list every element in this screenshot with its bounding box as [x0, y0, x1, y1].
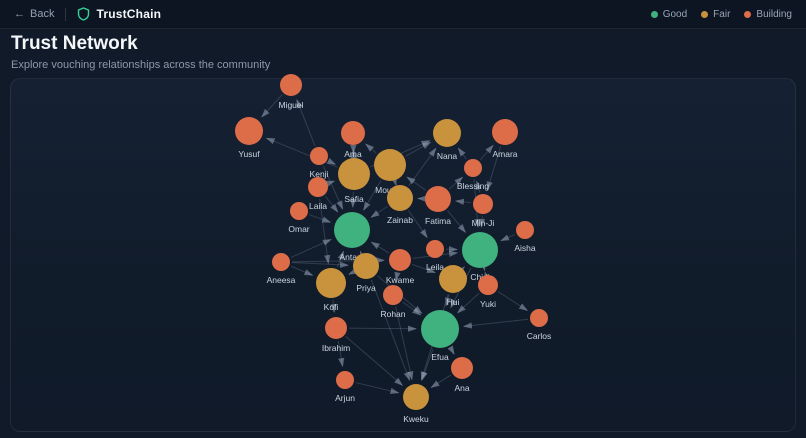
node-circle-leila[interactable]	[426, 240, 444, 258]
node-circle-aneesa[interactable]	[272, 253, 290, 271]
top-bar: ← Back TrustChain Good Fair Building	[0, 0, 806, 29]
node-circle-kenji[interactable]	[310, 147, 328, 165]
good-dot-icon	[650, 10, 658, 18]
node-circle-chidi[interactable]	[462, 232, 498, 268]
node-circle-nana[interactable]	[433, 119, 461, 147]
node-circle-miguel[interactable]	[280, 74, 302, 96]
node-circle-ama[interactable]	[341, 121, 365, 145]
node-circle-min-ji[interactable]	[473, 194, 493, 214]
node-circle-rohan[interactable]	[383, 285, 403, 305]
node-circle-kofi[interactable]	[316, 268, 346, 298]
building-dot-icon	[744, 10, 752, 18]
node-circle-moussa[interactable]	[374, 149, 406, 181]
legend-label: Building	[756, 8, 792, 20]
node-circle-kweku[interactable]	[403, 384, 429, 410]
node-circle-yuki[interactable]	[478, 275, 498, 295]
node-circle-omar[interactable]	[290, 202, 308, 220]
legend-label: Good	[662, 8, 688, 20]
legend-item-building: Building	[744, 9, 792, 20]
node-circle-kwame[interactable]	[389, 249, 411, 271]
node-circle-arjun[interactable]	[336, 371, 354, 389]
back-label: Back	[30, 8, 55, 20]
node-circle-safia[interactable]	[338, 158, 370, 190]
page-subtitle: Explore vouching relationships across th…	[11, 59, 271, 71]
status-legend: Good Fair Building	[650, 8, 792, 20]
legend-item-fair: Fair	[701, 9, 730, 20]
node-circle-fatima[interactable]	[425, 186, 451, 212]
legend-item-good: Good	[650, 8, 688, 20]
node-circle-efua[interactable]	[421, 310, 459, 348]
legend-label: Fair	[713, 8, 731, 20]
page-head: Trust Network Explore vouching relations…	[11, 33, 270, 71]
brand-name: TrustChain	[96, 7, 162, 21]
node-circle-carlos[interactable]	[530, 309, 548, 327]
node-circle-ibrahim[interactable]	[325, 317, 347, 339]
back-button[interactable]: ← Back	[14, 8, 54, 20]
brand[interactable]: TrustChain	[77, 7, 161, 21]
page-title: Trust Network	[11, 33, 138, 54]
back-arrow-icon: ←	[14, 8, 25, 20]
node-circle-yusuf[interactable]	[235, 117, 263, 145]
node-circle-blessing[interactable]	[464, 159, 482, 177]
node-circle-priya[interactable]	[353, 253, 379, 279]
fair-dot-icon	[701, 10, 709, 18]
node-circle-amara[interactable]	[492, 119, 518, 145]
topbar-divider	[65, 7, 67, 21]
node-circle-hui[interactable]	[439, 265, 467, 293]
node-circle-ana[interactable]	[451, 357, 473, 379]
node-circle-aisha[interactable]	[516, 221, 534, 239]
node-circle-zainab[interactable]	[387, 185, 413, 211]
node-circle-antara[interactable]	[334, 212, 370, 248]
shield-icon	[77, 7, 90, 21]
node-circle-laila[interactable]	[308, 177, 328, 197]
